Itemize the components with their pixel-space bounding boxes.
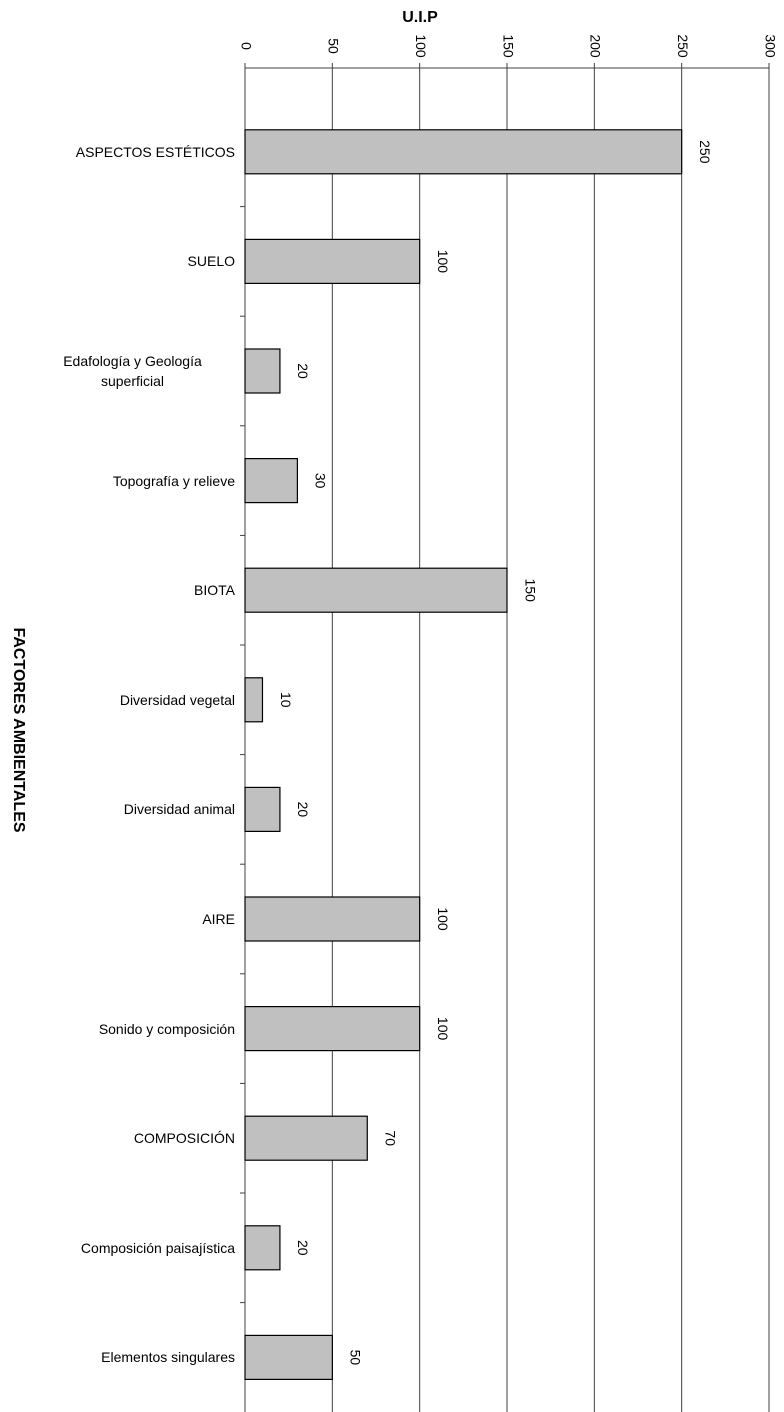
y-tick-label: SUELO: [187, 253, 235, 270]
x-tick-label: 250: [675, 34, 691, 58]
y-tick-label: Elementos singulares: [101, 1349, 235, 1366]
value-label: 100: [435, 250, 451, 274]
bar: [244, 1334, 333, 1381]
bar: [244, 1005, 421, 1052]
y-tick-label: COMPOSICIÓN: [133, 1130, 235, 1147]
bar: [244, 1115, 368, 1161]
y-tick-label: Topografía y relieve: [112, 472, 235, 489]
y-axis-title: FACTORES AMBIENTALES: [10, 627, 27, 832]
y-tick-label: ASPECTOS ESTÉTICOS: [75, 143, 235, 160]
value-label: 100: [435, 1017, 451, 1041]
x-tick-label: 150: [500, 34, 516, 58]
value-label: 100: [435, 907, 451, 931]
chart-title: U.I.P: [402, 9, 438, 26]
x-tick-label: 200: [588, 34, 604, 58]
x-tick-label: 100: [413, 34, 429, 58]
value-label: 50: [348, 1350, 364, 1366]
y-tick-label: Diversidad animal: [123, 801, 235, 818]
x-tick-label: 50: [326, 38, 342, 54]
value-label: 70: [383, 1130, 399, 1146]
y-tick-label: BIOTA: [194, 582, 235, 599]
bar: [244, 129, 683, 175]
bar: [244, 238, 421, 284]
value-label: 250: [697, 140, 713, 164]
y-tick-label: Edafología y Geología superficial: [63, 353, 202, 389]
bar: [244, 1225, 281, 1271]
value-label: 30: [313, 473, 329, 489]
y-tick-label: Composición paisajística: [80, 1239, 235, 1256]
y-tick-label: AIRE: [202, 911, 235, 927]
bar: [244, 677, 264, 723]
value-label: 20: [295, 802, 311, 818]
bar: [244, 458, 299, 504]
bar: [244, 786, 281, 833]
value-label: 20: [295, 363, 311, 379]
bar: [244, 896, 421, 942]
x-tick-label: 0: [238, 42, 254, 50]
y-tick-label: Diversidad vegetal: [119, 691, 235, 708]
y-tick-label: Sonido y composición: [98, 1020, 235, 1037]
bar: [244, 567, 508, 613]
value-label: 150: [522, 579, 538, 603]
value-label: 20: [295, 1240, 311, 1256]
bar: [244, 348, 281, 394]
value-label: 10: [278, 692, 294, 708]
x-tick-label: 300: [762, 34, 778, 58]
